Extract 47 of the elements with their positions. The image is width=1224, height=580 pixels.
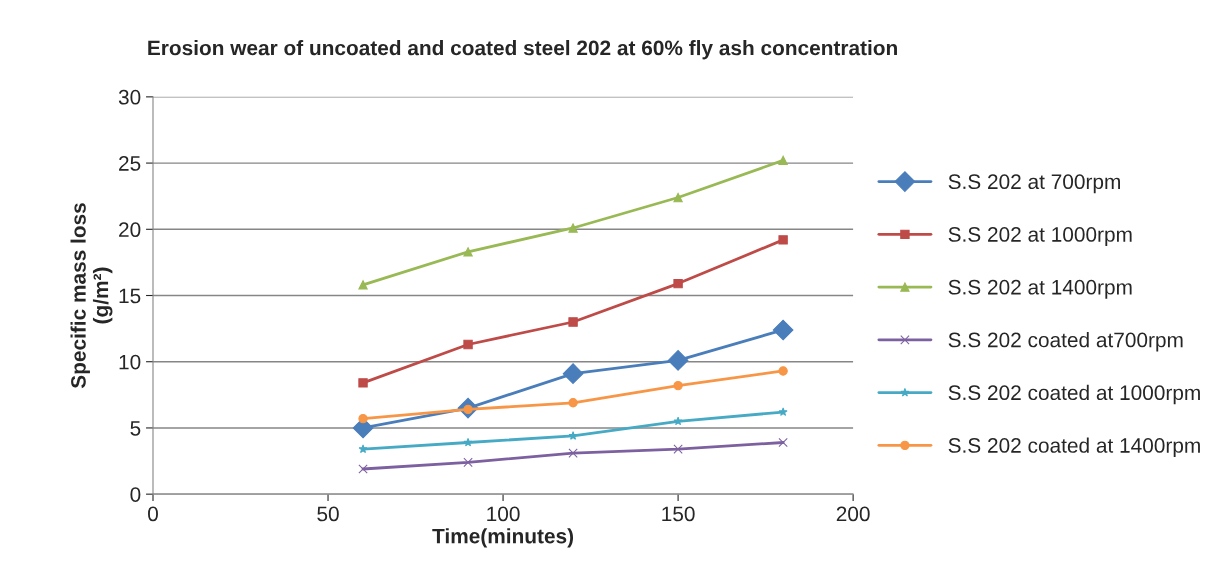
point (772, 319, 794, 341)
x-axis-title: Time(minutes) (432, 528, 574, 548)
point (667, 350, 689, 371)
point (568, 317, 578, 327)
legend-label: S.S 202 coated at 1000rpm (948, 384, 1200, 405)
point (778, 437, 788, 448)
y-axis-title: Specific mass loss (g/m²) (70, 203, 113, 389)
point (463, 339, 473, 350)
legend-label: S.S 202 at 1400rpm (948, 279, 1132, 299)
point (358, 464, 368, 474)
y-tick-label: 25 (119, 156, 141, 171)
point (778, 366, 788, 376)
point (673, 444, 683, 454)
chart-title: Erosion wear of uncoated and coated steel 202 at 60% fly ash concentration (148, 40, 897, 60)
x-tick-label: 50 (317, 506, 339, 522)
point (463, 457, 473, 468)
point (673, 278, 683, 289)
point (562, 363, 584, 384)
point (463, 437, 473, 447)
y-tick-label: 20 (119, 222, 141, 238)
point (673, 416, 683, 426)
point (358, 413, 368, 424)
point (568, 448, 578, 458)
point (463, 247, 473, 257)
y-tick-label: 0 (130, 487, 141, 502)
point (778, 155, 788, 166)
point (358, 444, 368, 454)
point (568, 223, 578, 233)
point (778, 407, 788, 416)
legend-label: S.S 202 at 700rpm (948, 174, 1120, 194)
point (568, 398, 578, 408)
point (358, 378, 368, 388)
y-tick-label: 5 (130, 421, 141, 436)
y-tick-label: 15 (119, 288, 141, 304)
y-tick-label: 10 (119, 354, 141, 370)
point (358, 280, 368, 290)
x-tick-label: 150 (662, 506, 695, 522)
point (673, 192, 683, 203)
legend-label: S.S 202 coated at700rpm (948, 332, 1183, 352)
point (778, 235, 788, 245)
y-tick-label: 30 (118, 89, 141, 105)
x-tick-label: 200 (836, 506, 870, 522)
x-tick-label: 0 (148, 506, 158, 522)
legend-label: S.S 202 coated at 1400rpm (948, 437, 1200, 457)
x-tick-label: 100 (487, 506, 520, 522)
point (673, 380, 683, 391)
legend-label: S.S 202 at 1000rpm (948, 227, 1132, 246)
